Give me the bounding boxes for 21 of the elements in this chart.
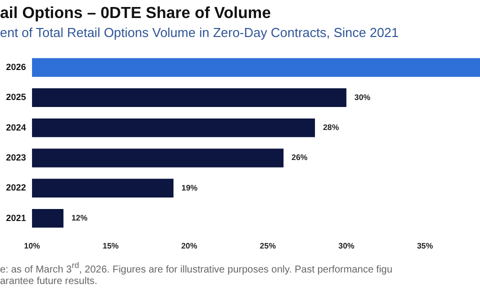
y-tick-label: 2025 <box>6 92 26 102</box>
text: arantee future results. <box>0 276 98 288</box>
chart-title: ail Options – 0DTE Share of Volume <box>0 4 272 24</box>
y-tick-label: 2026 <box>6 62 26 72</box>
x-tick-label: 35% <box>416 241 433 250</box>
x-tick-label: 15% <box>102 241 119 250</box>
x-tick-label: 20% <box>181 241 198 250</box>
data-label: 30% <box>354 92 370 102</box>
x-tick-label: 30% <box>338 241 354 250</box>
data-label: 12% <box>71 214 88 223</box>
data-label: 19% <box>181 183 198 192</box>
chart-subtitle: ent of Total Retail Options Volume in Zero-Day Contracts, Since 2021 <box>0 24 400 41</box>
data-label: 26% <box>292 153 308 162</box>
y-tick-label: 2023 <box>6 152 26 162</box>
text: e: as of March 3$^{rd}$, 2026. Figures are for illustrative purposes only. Past performance figu <box>0 259 394 276</box>
y-tick-label: 2024 <box>6 122 26 132</box>
y-tick-label: 2021 <box>6 212 26 223</box>
x-tick-label: 25% <box>260 241 276 250</box>
x-tick-label: 10% <box>24 241 40 250</box>
data-label: 28% <box>322 123 339 132</box>
y-tick-label: 2022 <box>6 182 26 193</box>
